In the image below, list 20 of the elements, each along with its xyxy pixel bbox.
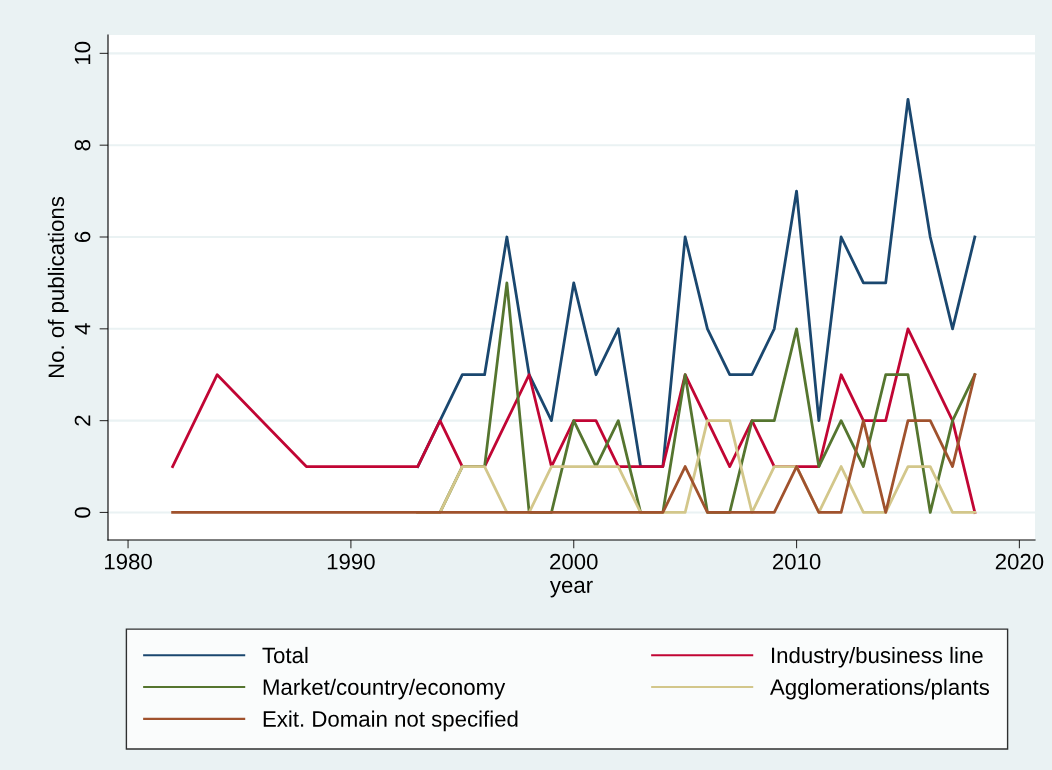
y-tick-label: 8 [74,139,91,151]
x-tick-label: 2000 [550,553,598,570]
x-tick-label: 1980 [105,553,152,570]
y-tick-label: 2 [74,415,91,426]
legend-label: Total [262,646,308,664]
line-series [171,373,977,514]
legend-label: Exit. Domain not specified [263,710,518,732]
y-tick-label: 0 [74,507,91,518]
y-tick-label: 6 [74,231,91,243]
x-axis-title: year [549,580,593,598]
x-tick-label: 1990 [327,553,375,570]
x-tick-label: 2020 [995,553,1044,570]
y-axis-title: No. of publications [47,196,69,378]
legend-label: Market/country/economy [263,678,506,700]
x-tick-label: 2010 [772,553,821,570]
legend-label: Industry/business line [772,646,983,668]
y-tick-label: 10 [74,41,91,65]
y-tick-label: 4 [74,323,91,335]
line-series [171,327,977,514]
legend-label: Agglomerations/plants [770,678,990,700]
